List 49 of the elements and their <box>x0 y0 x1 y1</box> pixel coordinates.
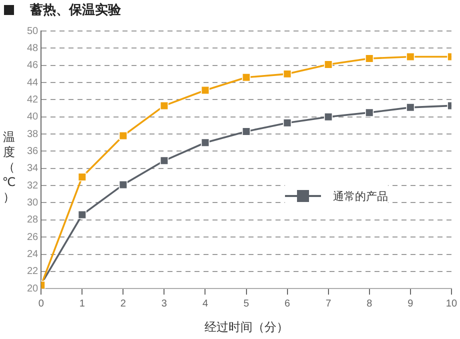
y-tick-label: 20 <box>27 283 39 294</box>
y-tick-label: 46 <box>27 60 39 72</box>
y-tick-label: 50 <box>27 26 39 37</box>
y-tick-label: 38 <box>27 128 39 140</box>
point <box>365 54 374 63</box>
chart-title: 蓄热、保温实验 <box>30 2 121 19</box>
x-tick-label: 7 <box>326 298 332 310</box>
y-tick-label: 32 <box>27 180 39 192</box>
point <box>365 108 374 117</box>
point <box>78 210 86 220</box>
point <box>283 70 292 78</box>
x-tick-label: 3 <box>161 298 168 310</box>
point <box>406 52 415 62</box>
point <box>118 180 128 189</box>
point <box>200 86 210 95</box>
legend-label: 通常的产品 <box>333 188 388 204</box>
point <box>118 131 128 140</box>
y-tick-label: 26 <box>27 232 39 243</box>
point <box>78 172 86 182</box>
x-tick-label: 1 <box>79 298 86 310</box>
y-tick-label: 22 <box>27 266 39 278</box>
y-tick-label: 28 <box>27 214 39 226</box>
point <box>324 112 333 122</box>
x-axis-title: 经过时间（分） <box>204 320 288 334</box>
x-tick-label: 10 <box>446 298 458 310</box>
point <box>242 73 251 82</box>
point <box>406 103 415 112</box>
point <box>283 118 292 128</box>
point <box>160 101 169 110</box>
point <box>242 127 251 136</box>
y-tick-label: 36 <box>27 146 39 157</box>
x-tick-label: 4 <box>202 298 208 310</box>
y-tick-label: 48 <box>27 42 39 54</box>
y-axis-title: 温度（℃） <box>2 130 16 205</box>
x-tick-label: 2 <box>120 298 126 310</box>
y-tick-label: 24 <box>27 249 39 260</box>
y-tick-label: 34 <box>27 163 39 174</box>
y-tick-label: 40 <box>27 112 39 123</box>
x-tick-label: 5 <box>244 298 250 310</box>
y-tick-label: 42 <box>27 94 39 106</box>
y-tick-label: 44 <box>27 77 39 88</box>
point <box>200 138 210 147</box>
x-tick-label: 9 <box>408 298 414 310</box>
x-tick-label: 8 <box>366 298 373 310</box>
point <box>160 156 169 165</box>
x-tick-label: 6 <box>284 298 291 310</box>
x-tick-label: 0 <box>38 298 44 310</box>
point <box>324 60 333 69</box>
y-tick-label: 30 <box>27 197 39 208</box>
